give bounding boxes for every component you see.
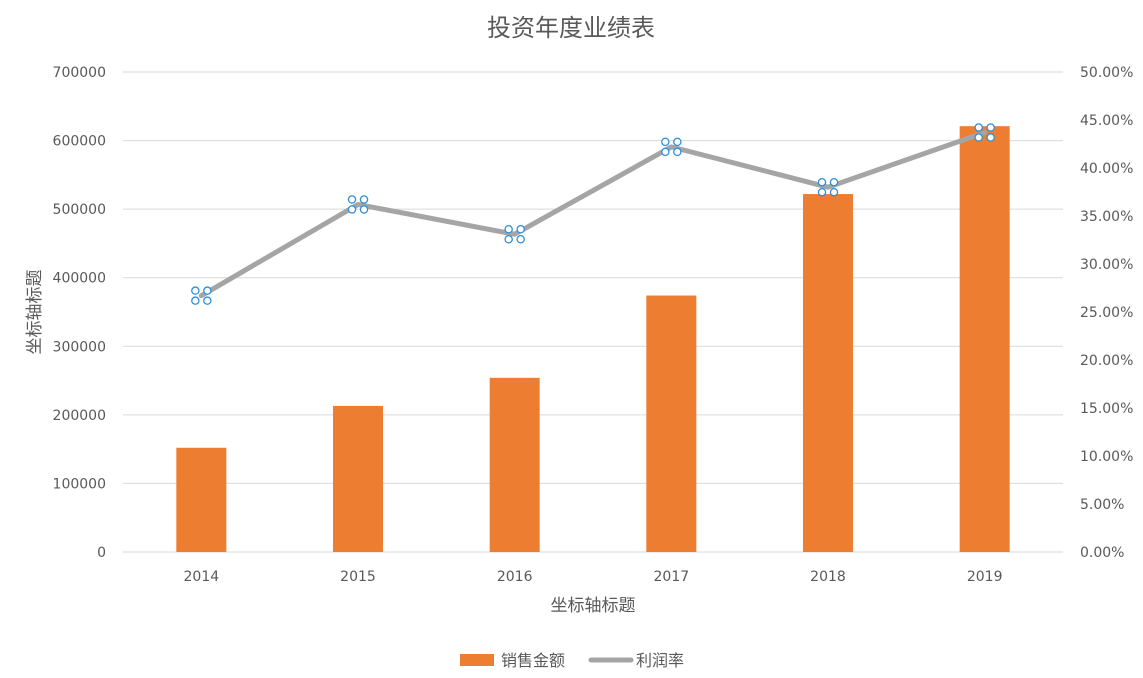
y-tick-label: 700000: [53, 65, 106, 81]
point-handle: [203, 286, 212, 295]
line-point: [974, 123, 995, 142]
chart-title: 投资年度业绩表: [487, 14, 655, 42]
point-handle: [974, 123, 983, 132]
point-handle: [347, 205, 357, 214]
line-point: [347, 195, 369, 214]
point-handle: [986, 133, 995, 142]
point-handle: [974, 133, 983, 142]
point-handle: [986, 123, 995, 132]
bar: [333, 405, 383, 552]
y-tick-label: 100000: [53, 476, 106, 492]
y2-tick-label: 15.00%: [1080, 401, 1133, 417]
y-tick-label: 300000: [53, 339, 106, 355]
legend: 销售金额 利润率: [460, 651, 684, 670]
x-tick-label: 2019: [967, 569, 1003, 585]
legend-label: 销售金额: [501, 651, 565, 670]
x-axis-title: 坐标轴标题: [551, 596, 636, 616]
y2-tick-label: 0.00%: [1080, 545, 1124, 561]
x-tick-label: 2014: [184, 569, 220, 585]
point-handle: [817, 177, 827, 187]
point-handle: [203, 296, 212, 305]
x-axis: 2014 2015 2016 2017 2018 2019: [184, 569, 1003, 585]
y-tick-label: 500000: [53, 202, 106, 218]
line-series: [191, 123, 995, 305]
y2-tick-label: 40.00%: [1080, 161, 1133, 177]
legend-label: 利润率: [636, 651, 684, 670]
point-handle: [516, 234, 525, 244]
y-tick-label: 200000: [53, 408, 106, 424]
gridlines: [123, 71, 1063, 553]
point-handle: [673, 137, 682, 147]
point-handle: [347, 195, 357, 204]
y-tick-label: 600000: [53, 134, 106, 150]
point-handle: [504, 234, 513, 244]
y-axis-title: 坐标轴标题: [25, 270, 45, 355]
line-point: [504, 224, 525, 244]
point-handle: [661, 137, 670, 147]
y-axis-right: 0.00% 5.00% 10.00% 15.00% 20.00% 25.00% 30.00%…: [1080, 65, 1133, 561]
line-point: [817, 177, 839, 197]
y-tick-label: 400000: [53, 271, 106, 287]
series-line: [198, 129, 988, 299]
line-point: [191, 286, 212, 305]
bar: [489, 377, 540, 552]
y2-tick-label: 5.00%: [1080, 497, 1124, 513]
x-tick-label: 2015: [340, 569, 376, 585]
point-handle: [191, 296, 200, 305]
y2-tick-label: 50.00%: [1080, 65, 1133, 81]
bar: [646, 295, 697, 552]
y2-tick-label: 20.00%: [1080, 353, 1133, 369]
y-axis-left: 0 100000 200000 300000 400000 500000 600000 700…: [53, 65, 106, 561]
bar: [803, 194, 853, 553]
point-handle: [191, 286, 200, 295]
point-handle: [516, 224, 525, 234]
y2-tick-label: 25.00%: [1080, 305, 1133, 321]
y2-tick-label: 10.00%: [1080, 449, 1133, 465]
point-handle: [661, 147, 670, 157]
y2-tick-label: 35.00%: [1080, 209, 1133, 225]
point-handle: [673, 147, 682, 157]
y2-tick-label: 45.00%: [1080, 113, 1133, 129]
y2-tick-label: 30.00%: [1080, 257, 1133, 273]
point-handle: [817, 187, 827, 197]
bar: [959, 126, 1010, 553]
x-tick-label: 2018: [810, 569, 846, 585]
point-handle: [359, 205, 369, 214]
point-handle: [829, 177, 839, 187]
line-point: [661, 137, 682, 157]
point-handle: [359, 195, 369, 204]
legend-bar-swatch: [460, 654, 494, 666]
bar-series: [176, 126, 1010, 553]
point-handle: [504, 224, 513, 234]
x-tick-label: 2016: [497, 569, 533, 585]
bar: [176, 447, 227, 552]
x-tick-label: 2017: [654, 569, 690, 585]
point-handle: [829, 187, 839, 197]
y-tick-label: 0: [97, 545, 106, 561]
